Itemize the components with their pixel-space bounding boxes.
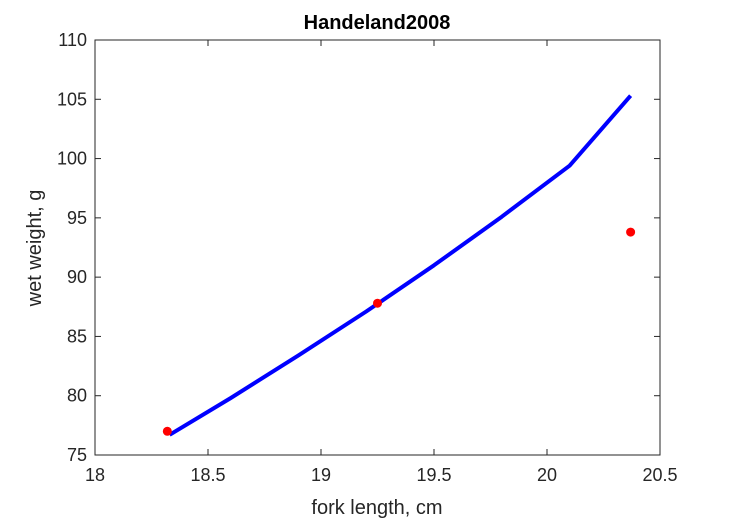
- x-tick-label: 20.5: [642, 465, 677, 485]
- plot-frame: [94, 39, 661, 456]
- x-tick-label: 20: [537, 465, 557, 485]
- data-point: [626, 227, 636, 237]
- series-layer: [162, 94, 636, 437]
- x-tick-label: 19: [311, 465, 331, 485]
- data-point: [162, 426, 172, 436]
- y-tick-label: 110: [58, 30, 87, 50]
- data-point: [373, 298, 382, 308]
- x-tick-label: 19.5: [416, 465, 451, 485]
- y-tick-label: 100: [57, 149, 87, 169]
- y-axis-label: wet weight, g: [24, 190, 46, 308]
- fit-line: [168, 94, 633, 437]
- y-tick-label: 85: [67, 326, 87, 346]
- x-tick-label: 18.5: [190, 465, 225, 485]
- y-tick-label: 90: [67, 267, 87, 287]
- chart-title: Handeland2008: [304, 12, 451, 34]
- y-tick-label: 105: [57, 89, 87, 109]
- y-axis: 75 80 85 90 95 100 105 110: [57, 30, 660, 465]
- x-axis: 18 18.5 19 19.5 20 20.5: [85, 40, 678, 485]
- x-axis-label: fork length, cm: [311, 497, 442, 519]
- y-tick-label: 75: [67, 445, 87, 465]
- x-tick-label: 18: [85, 465, 105, 485]
- plot-area: [94, 39, 661, 456]
- y-tick-label: 80: [67, 386, 87, 406]
- y-tick-label: 95: [67, 208, 87, 228]
